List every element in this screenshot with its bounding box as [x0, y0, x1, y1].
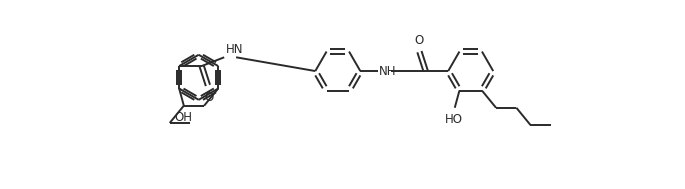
Text: O: O [415, 34, 424, 47]
Text: HN: HN [225, 43, 243, 56]
Text: OH: OH [175, 111, 193, 124]
Text: HO: HO [445, 113, 463, 126]
Text: O: O [204, 91, 213, 104]
Text: NH: NH [378, 65, 396, 77]
